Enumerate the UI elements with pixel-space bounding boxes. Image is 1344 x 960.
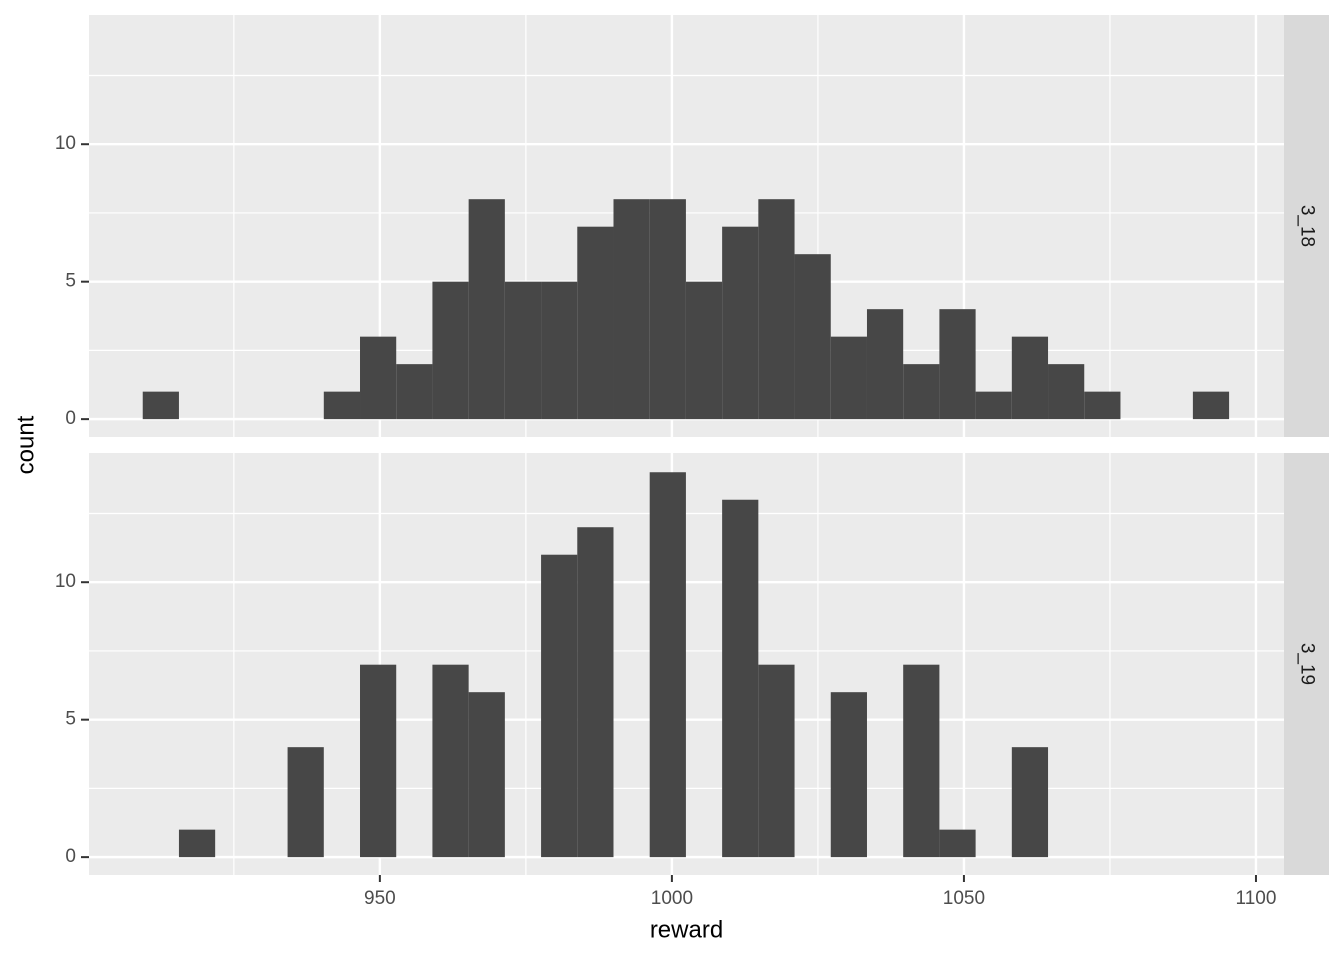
- panel-background: [89, 453, 1284, 875]
- bar: [939, 829, 976, 858]
- y-tick-label: 0: [65, 408, 76, 429]
- bar: [1084, 391, 1121, 420]
- y-tick-label: 5: [65, 271, 76, 292]
- bar: [830, 336, 867, 420]
- x-tick-label: 950: [364, 888, 396, 909]
- bar: [396, 364, 433, 420]
- facet-label: 3_19: [1296, 643, 1317, 685]
- bar: [794, 254, 831, 420]
- y-axis-title: count: [12, 415, 39, 474]
- bar: [1048, 364, 1085, 420]
- bar: [939, 309, 976, 420]
- bar: [1011, 747, 1049, 858]
- bar: [903, 664, 940, 858]
- bar: [758, 199, 795, 420]
- bar: [649, 199, 686, 420]
- facet-label: 3_18: [1296, 205, 1317, 247]
- bar: [142, 391, 179, 420]
- strip-background: [1284, 15, 1329, 437]
- bar: [758, 664, 795, 858]
- bar: [722, 499, 759, 858]
- bar: [432, 664, 469, 858]
- x-axis-title: reward: [650, 916, 723, 943]
- bar: [649, 472, 686, 858]
- y-tick-label: 5: [65, 709, 76, 730]
- bar: [360, 664, 397, 858]
- bar: [830, 692, 867, 858]
- y-tick-label: 10: [55, 133, 76, 154]
- bar: [287, 747, 324, 858]
- y-tick-label: 0: [65, 846, 76, 867]
- bar: [577, 527, 614, 858]
- bar: [975, 391, 1012, 420]
- bar: [1011, 336, 1049, 420]
- bar: [468, 199, 505, 420]
- bar: [866, 309, 904, 420]
- x-tick-label: 1100: [1236, 888, 1277, 909]
- bar: [178, 829, 216, 858]
- bar: [903, 364, 940, 420]
- x-tick-label: 1000: [651, 888, 693, 909]
- bar: [541, 554, 578, 858]
- bar: [722, 226, 759, 420]
- y-tick-label: 10: [55, 571, 76, 592]
- bar: [432, 281, 469, 420]
- bar: [685, 281, 723, 420]
- bar: [541, 281, 578, 420]
- bar: [577, 226, 614, 420]
- x-tick-label: 1050: [943, 888, 985, 909]
- bar: [323, 391, 361, 420]
- bar: [360, 336, 397, 420]
- bar: [468, 692, 505, 858]
- bar: [613, 199, 650, 420]
- strip-background: [1284, 453, 1329, 875]
- bar: [504, 281, 542, 420]
- bar: [1192, 391, 1230, 420]
